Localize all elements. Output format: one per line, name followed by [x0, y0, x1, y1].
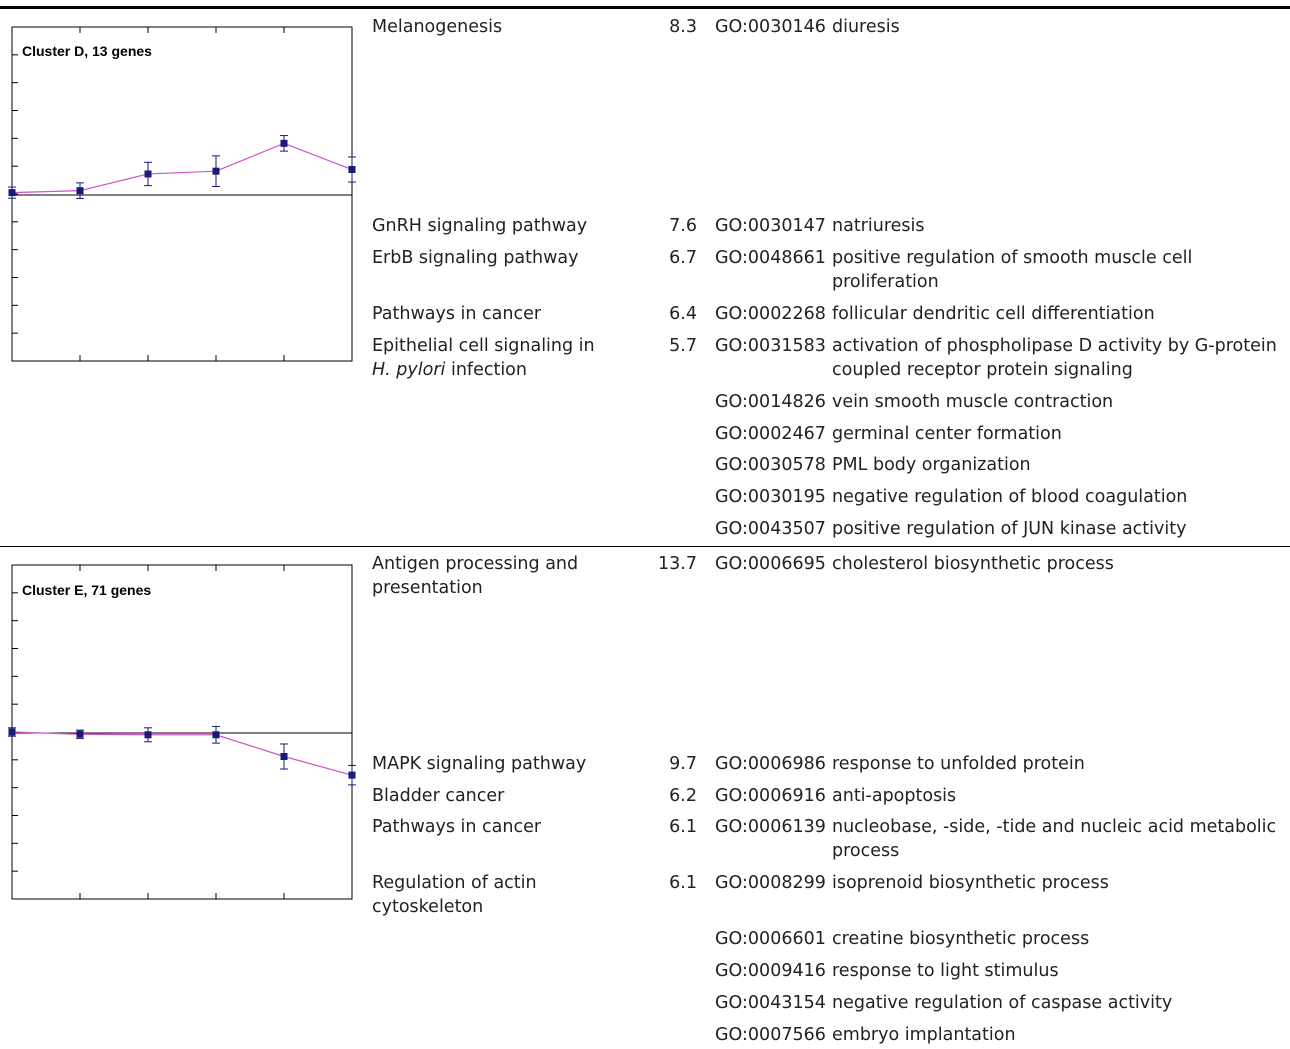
go-term: diuresis — [832, 17, 900, 37]
go-term: germinal center formation — [832, 424, 1062, 444]
kegg-pathway: MAPK signaling pathway — [372, 754, 587, 774]
go-id: GO:0043507 — [715, 519, 826, 539]
cluster-separator-rule — [0, 546, 1290, 547]
go-term: response to light stimulus — [832, 961, 1059, 981]
go-id: GO:0008299 — [715, 873, 826, 893]
data-point — [348, 771, 356, 779]
kegg-score: 6.1 — [669, 817, 697, 837]
go-term: natriuresis — [832, 216, 925, 236]
go-term: nucleobase, -side, -tide and nucleic aci… — [832, 817, 1277, 861]
go-id: GO:0030195 — [715, 487, 826, 507]
chart-title: Cluster E, 71 genes — [22, 582, 151, 598]
kegg-pathway-line2: infection — [445, 360, 527, 380]
go-id: GO:0030147 — [715, 216, 826, 236]
go-term: follicular dendritic cell differentiatio… — [832, 304, 1155, 324]
kegg-pathway: Pathways in cancer — [372, 817, 542, 837]
go-id: GO:0009416 — [715, 961, 826, 981]
kegg-pathway-line2: presentation — [372, 578, 483, 598]
kegg-pathway-line1: Antigen processing and — [372, 554, 579, 574]
go-id: GO:0002268 — [715, 304, 826, 324]
go-term: anti-apoptosis — [832, 786, 957, 806]
kegg-score: 7.6 — [669, 216, 697, 236]
go-id: GO:0006695 — [715, 554, 826, 574]
kegg-pathway: Pathways in cancer — [372, 304, 542, 324]
kegg-pathway: GnRH signaling pathway — [372, 216, 588, 236]
data-point — [280, 752, 288, 760]
go-id: GO:0006916 — [715, 786, 826, 806]
go-id: GO:0006601 — [715, 929, 826, 949]
data-point — [212, 731, 220, 739]
plot-frame — [11, 564, 353, 900]
data-series — [8, 725, 356, 786]
go-term: embryo implantation — [832, 1025, 1016, 1045]
go-id: GO:0007566 — [715, 1025, 826, 1045]
data-point — [8, 189, 16, 197]
kegg-pathway: Epithelial cell signaling in H. pylori i… — [372, 334, 642, 382]
kegg-score: 8.3 — [669, 17, 697, 37]
data-point — [8, 728, 16, 736]
go-id: GO:0002467 — [715, 424, 826, 444]
axis-ticks — [12, 27, 285, 361]
kegg-pathway: Regulation of actin cytoskeleton — [372, 871, 642, 919]
go-id: GO:0048661 — [715, 248, 826, 268]
kegg-score: 6.1 — [669, 873, 697, 893]
axis-ticks — [12, 565, 285, 899]
go-term: response to unfolded protein — [832, 754, 1085, 774]
kegg-pathway-line2: cytoskeleton — [372, 897, 484, 917]
go-term: activation of phospholipase D activity b… — [832, 336, 1277, 380]
data-point — [212, 167, 220, 175]
data-point — [76, 730, 84, 738]
kegg-pathway: Antigen processing and presentation — [372, 552, 642, 600]
series-line — [11, 142, 353, 194]
data-point — [76, 187, 84, 195]
kegg-score: 6.7 — [669, 248, 697, 268]
go-id: GO:0006139 — [715, 817, 826, 837]
go-id: GO:0014826 — [715, 392, 826, 412]
kegg-pathway-line1: Epithelial cell signaling in — [372, 336, 595, 356]
kegg-score: 13.7 — [658, 554, 697, 574]
kegg-pathway: Bladder cancer — [372, 786, 505, 806]
data-point — [348, 166, 356, 174]
kegg-score: 6.4 — [669, 304, 697, 324]
go-term: positive regulation of JUN kinase activi… — [832, 519, 1187, 539]
kegg-pathway: Melanogenesis — [372, 17, 503, 37]
go-term: cholesterol biosynthetic process — [832, 554, 1114, 574]
go-term: negative regulation of blood coagulation — [832, 487, 1188, 507]
go-id: GO:0043154 — [715, 993, 826, 1013]
go-term: isoprenoid biosynthetic process — [832, 873, 1109, 893]
cluster-e-chart: Cluster E, 71 genes — [8, 564, 356, 900]
go-term: creatine biosynthetic process — [832, 929, 1090, 949]
kegg-pathway: ErbB signaling pathway — [372, 248, 579, 268]
data-point — [280, 139, 288, 147]
go-term: positive regulation of smooth muscle cel… — [832, 248, 1193, 292]
table-top-rule — [0, 6, 1290, 9]
kegg-pathway-line1: Regulation of actin — [372, 873, 537, 893]
kegg-score: 6.2 — [669, 786, 697, 806]
data-series — [8, 135, 356, 199]
go-id: GO:0030578 — [715, 455, 826, 475]
data-point — [144, 170, 152, 178]
plot-frame — [11, 26, 353, 362]
go-id: GO:0006986 — [715, 754, 826, 774]
go-term: PML body organization — [832, 455, 1031, 475]
series-line — [11, 731, 353, 776]
go-id: GO:0030146 — [715, 17, 826, 37]
kegg-pathway-species: H. pylori — [372, 360, 446, 380]
chart-title: Cluster D, 13 genes — [22, 43, 152, 59]
cluster-d-chart: Cluster D, 13 genes — [8, 26, 356, 362]
kegg-score: 5.7 — [669, 336, 697, 356]
data-point — [144, 731, 152, 739]
go-term: vein smooth muscle contraction — [832, 392, 1114, 412]
kegg-score: 9.7 — [669, 754, 697, 774]
go-id: GO:0031583 — [715, 336, 826, 356]
go-term: negative regulation of caspase activity — [832, 993, 1173, 1013]
